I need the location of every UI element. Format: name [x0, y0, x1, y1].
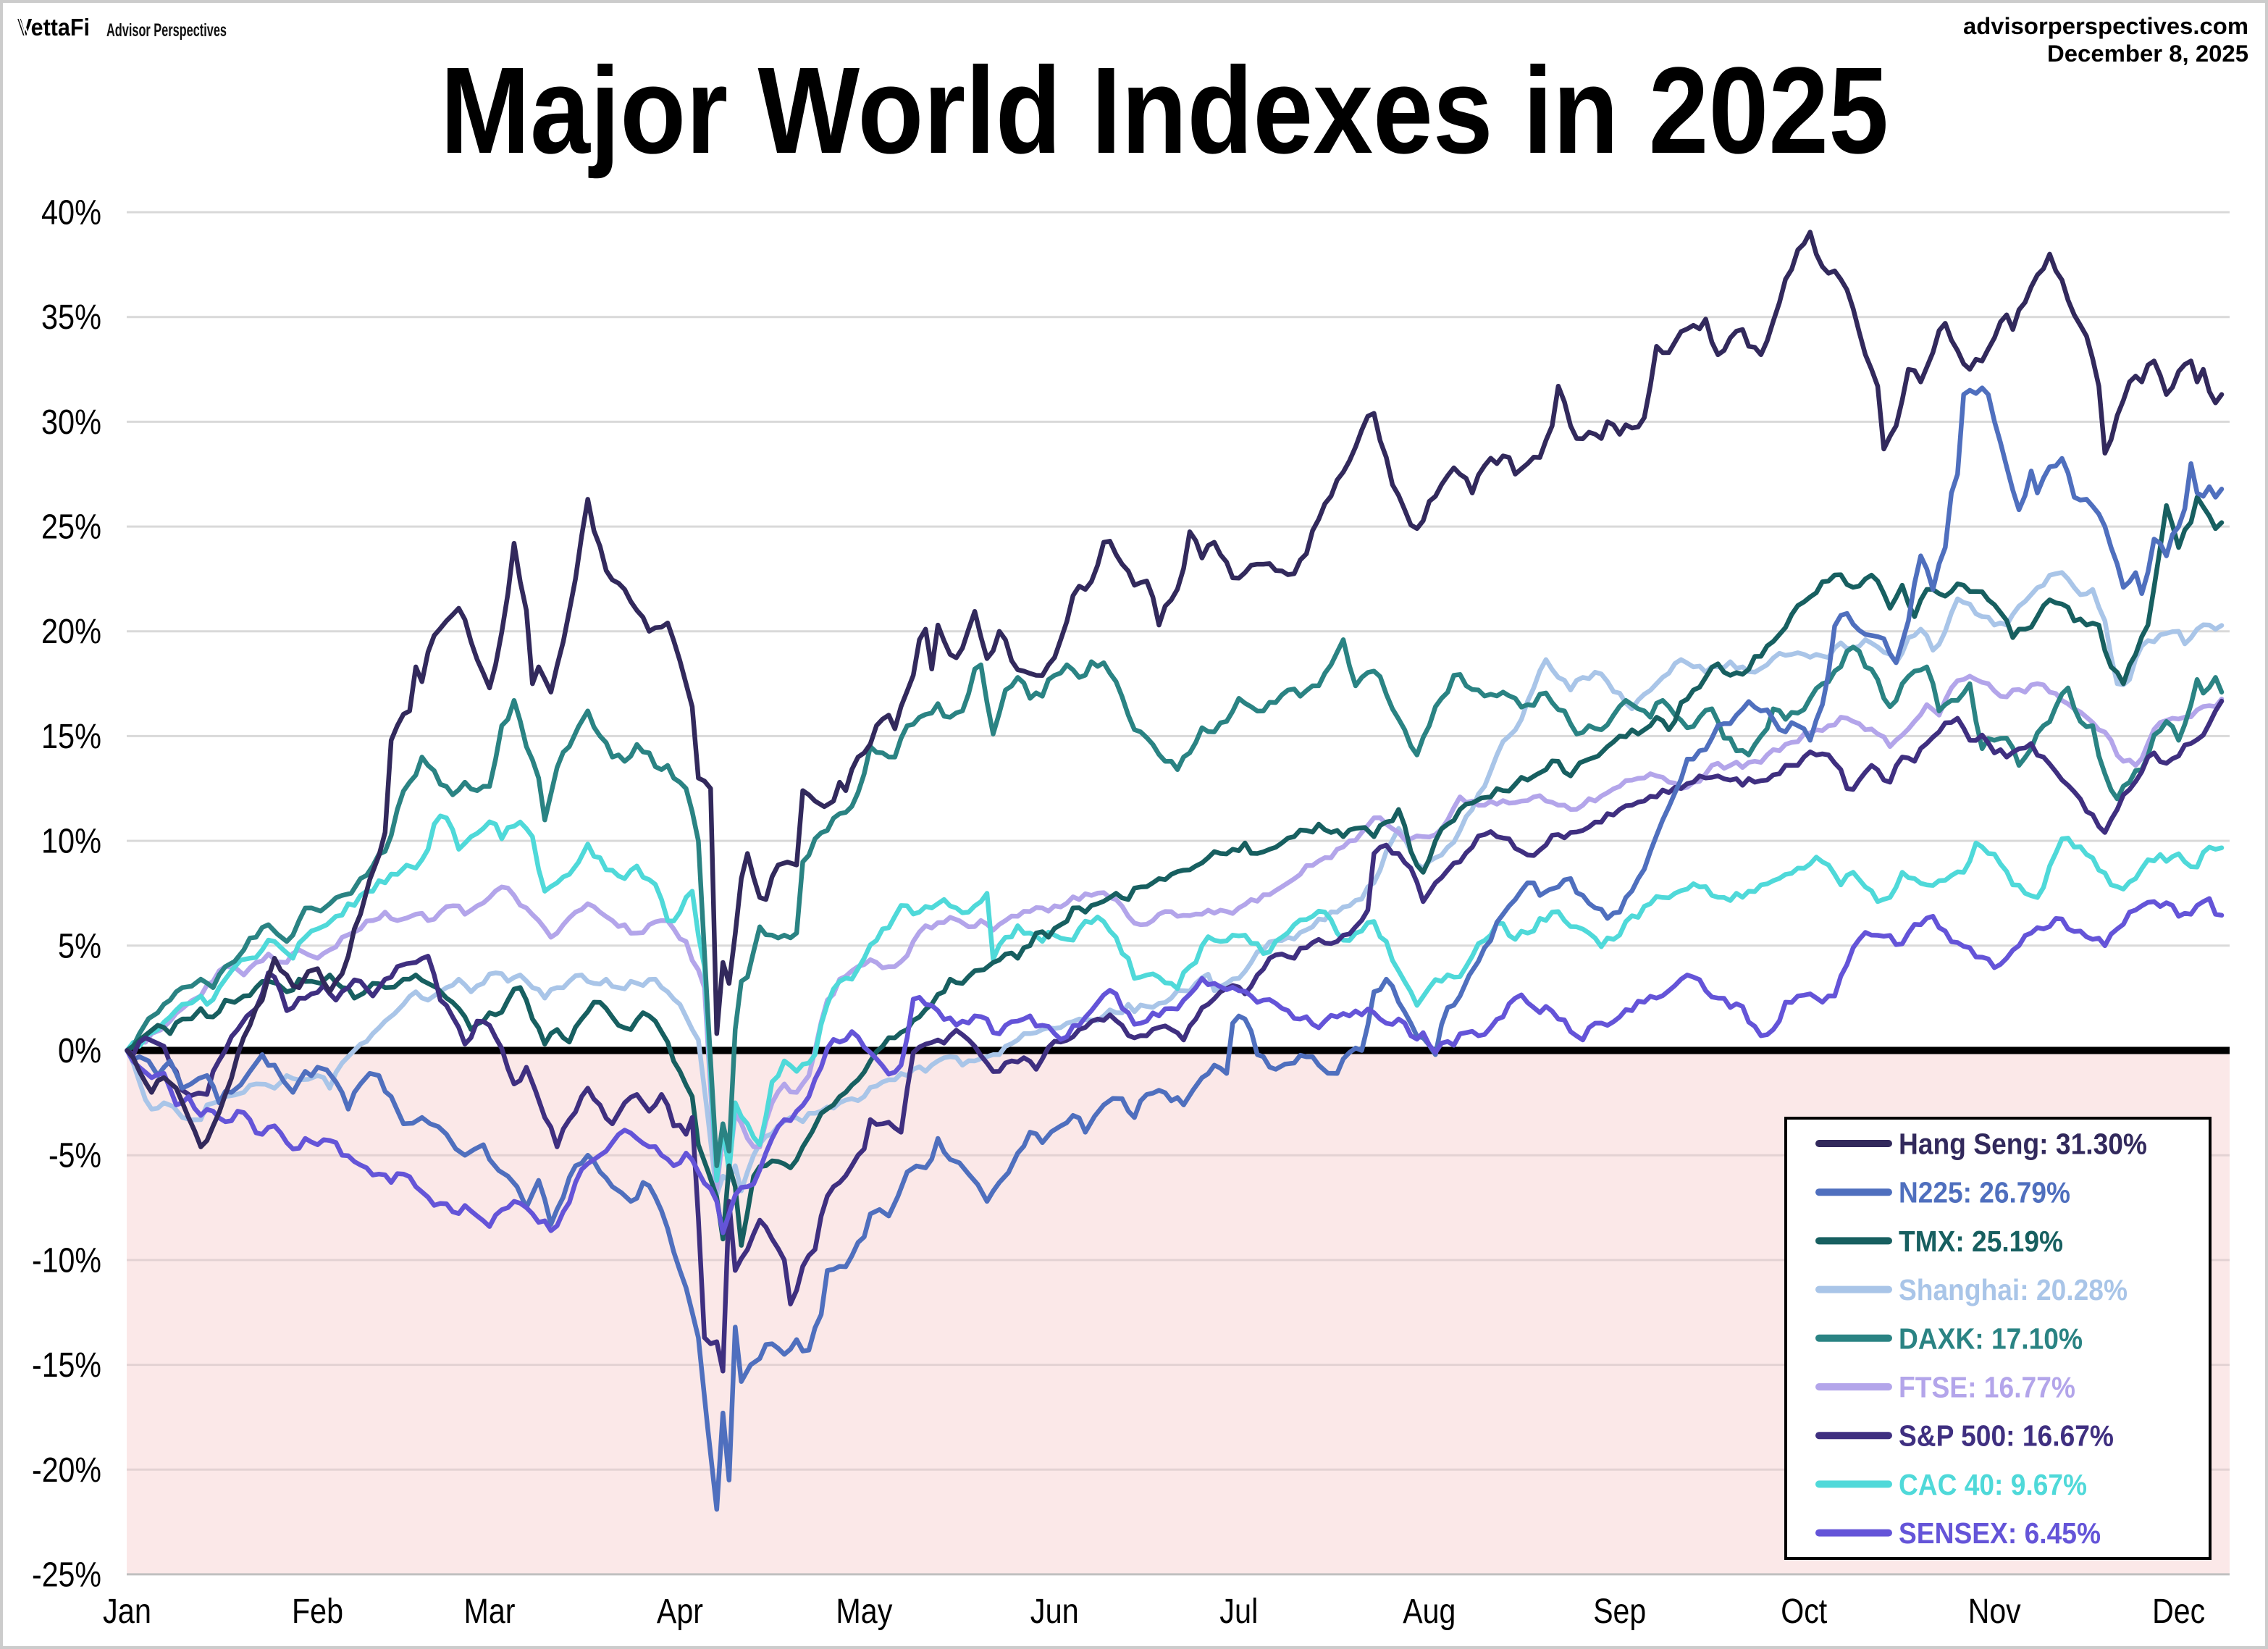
svg-text:-25%: -25%: [32, 1556, 101, 1594]
svg-text:Sep: Sep: [1593, 1593, 1646, 1631]
svg-text:Oct: Oct: [1781, 1593, 1827, 1631]
svg-text:TMX: 25.19%: TMX: 25.19%: [1899, 1225, 2063, 1258]
svg-text:N225: 26.79%: N225: 26.79%: [1899, 1176, 2070, 1209]
svg-text:Advisor Perspectives: Advisor Perspectives: [106, 20, 227, 41]
svg-text:December 8, 2025: December 8, 2025: [2047, 41, 2248, 67]
svg-text:Shanghai: 20.28%: Shanghai: 20.28%: [1899, 1273, 2128, 1306]
svg-text:SENSEX: 6.45%: SENSEX: 6.45%: [1899, 1516, 2101, 1550]
svg-text:-20%: -20%: [32, 1451, 101, 1490]
svg-text:Nov: Nov: [1968, 1593, 2021, 1631]
svg-text:S&P 500: 16.67%: S&P 500: 16.67%: [1899, 1419, 2114, 1453]
svg-text:Jan: Jan: [103, 1593, 151, 1631]
svg-text:Hang Seng: 31.30%: Hang Seng: 31.30%: [1899, 1128, 2147, 1161]
svg-text:25%: 25%: [41, 508, 101, 547]
svg-text:15%: 15%: [41, 718, 101, 756]
svg-text:Mar: Mar: [464, 1593, 516, 1631]
svg-text:Major World Indexes in 2025: Major World Indexes in 2025: [440, 42, 1889, 180]
svg-text:20%: 20%: [41, 613, 101, 651]
svg-text:DAXK: 17.10%: DAXK: 17.10%: [1899, 1322, 2083, 1355]
svg-text:Aug: Aug: [1403, 1593, 1456, 1631]
svg-text:-10%: -10%: [32, 1241, 101, 1280]
svg-text:FTSE: 16.77%: FTSE: 16.77%: [1899, 1371, 2075, 1404]
svg-text:30%: 30%: [41, 403, 101, 442]
svg-text:0%: 0%: [58, 1032, 101, 1070]
svg-text:Jul: Jul: [1219, 1593, 1258, 1631]
svg-text:Jun: Jun: [1030, 1593, 1079, 1631]
svg-text:Apr: Apr: [657, 1593, 703, 1631]
svg-text:40%: 40%: [41, 194, 101, 232]
svg-text:CAC 40: 9.67%: CAC 40: 9.67%: [1899, 1468, 2087, 1501]
svg-text:May: May: [836, 1593, 892, 1631]
svg-text:5%: 5%: [58, 927, 101, 965]
svg-text:Dec: Dec: [2152, 1593, 2205, 1631]
svg-text:-15%: -15%: [32, 1346, 101, 1385]
svg-text:10%: 10%: [41, 823, 101, 861]
svg-text:-5%: -5%: [49, 1137, 101, 1175]
svg-text:VettaFi: VettaFi: [17, 14, 90, 41]
svg-text:35%: 35%: [41, 298, 101, 337]
svg-text:Feb: Feb: [292, 1593, 343, 1631]
svg-text:advisorperspectives.com: advisorperspectives.com: [1963, 13, 2248, 39]
